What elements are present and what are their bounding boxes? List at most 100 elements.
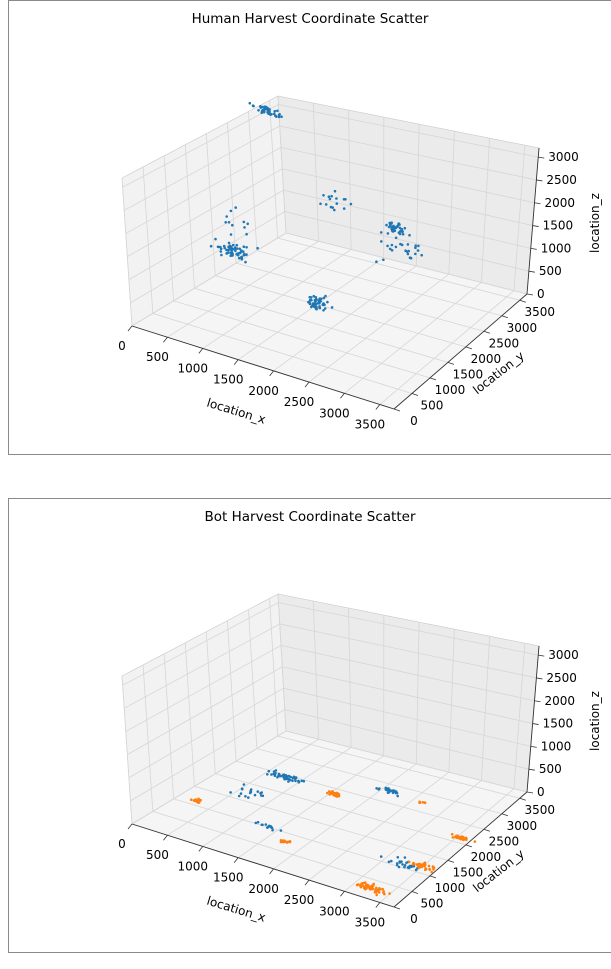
x-axis-line: [131, 325, 395, 410]
bot-point: [423, 801, 427, 804]
human-point: [310, 305, 313, 309]
human-point: [253, 793, 257, 797]
human-point: [342, 198, 346, 201]
bot-point: [424, 867, 428, 871]
human-point: [414, 246, 417, 250]
x-tick-label: 1500: [213, 373, 244, 387]
human-point: [277, 774, 280, 777]
x-tick-label: 500: [146, 848, 169, 862]
y-tick-label: 1500: [453, 865, 484, 879]
z-tick-mark: [526, 791, 534, 794]
human-point: [268, 108, 271, 111]
human-point: [392, 224, 395, 228]
z-tick-label: 1500: [543, 717, 574, 731]
human-point: [394, 236, 398, 240]
x-tick-label: 1500: [213, 871, 244, 885]
y-tick-mark: [429, 377, 437, 381]
bot-point: [407, 860, 411, 864]
y-tick-label: 2000: [471, 352, 502, 366]
z-tick-label: 3000: [548, 150, 579, 164]
bot-point: [430, 870, 434, 874]
human-point: [297, 781, 301, 784]
human-point: [390, 221, 394, 224]
human-scatter-panel: Human Harvest Coordinate Scatter 0 500 1000…: [8, 0, 611, 455]
human-point: [331, 206, 335, 209]
human-point: [256, 246, 259, 250]
bot-point: [336, 792, 340, 795]
human-point: [382, 258, 385, 262]
bot-point: [473, 840, 477, 843]
z-grid-line: [122, 104, 539, 188]
y-axis-line: [393, 791, 528, 908]
human-point: [333, 189, 337, 193]
bot-point: [375, 893, 379, 897]
human-point: [238, 251, 241, 255]
y-tick-mark: [483, 330, 490, 334]
bot-point: [197, 798, 200, 802]
human-point: [388, 247, 392, 251]
z-tick-mark: [528, 768, 535, 771]
bot-point: [428, 867, 431, 871]
z-tick-label: 500: [539, 762, 562, 776]
human-point: [262, 109, 266, 112]
human-point: [322, 309, 325, 312]
human-point: [238, 247, 241, 251]
z-tick-mark: [534, 202, 541, 205]
human-point: [252, 104, 255, 108]
human-point: [276, 109, 279, 113]
human-point: [308, 302, 312, 306]
human-point: [379, 855, 383, 858]
human-point: [310, 298, 313, 302]
human-point: [273, 109, 277, 113]
y-tick-label: 1000: [435, 881, 466, 895]
human-point: [398, 232, 402, 236]
human-point: [319, 202, 322, 206]
bot-point: [419, 864, 423, 867]
z-grid-line: [131, 232, 528, 327]
z-tick-mark: [538, 654, 545, 657]
human-point: [230, 245, 233, 248]
human-point: [395, 225, 399, 228]
x-tick-label: 2500: [284, 395, 315, 409]
y-tick-label: 3000: [507, 819, 538, 833]
human-point: [239, 250, 243, 253]
human-point: [279, 774, 283, 778]
human-point: [259, 792, 262, 795]
bot-point: [365, 884, 368, 887]
bot-point: [377, 891, 381, 894]
z-axis-line: [526, 645, 540, 793]
bot-point: [363, 881, 367, 884]
human-point: [228, 247, 231, 251]
human-point: [242, 250, 245, 253]
x-tick-label: 2000: [248, 882, 279, 896]
human-point: [233, 246, 237, 249]
human-point: [396, 856, 400, 859]
bot-point: [335, 795, 339, 798]
human-point: [342, 207, 346, 210]
x-tick-label: 2000: [248, 384, 279, 398]
y-tick-mark: [447, 859, 455, 863]
x-axis-line: [131, 823, 395, 908]
human-point: [240, 787, 244, 791]
x-tick-label: 0: [118, 837, 126, 851]
y-tick-mark: [465, 844, 473, 848]
human-point: [249, 790, 253, 794]
human-point: [417, 244, 420, 248]
bot-point: [360, 884, 364, 887]
human-point: [257, 109, 260, 112]
human-point: [291, 779, 294, 782]
human-point: [217, 245, 220, 249]
human-point: [243, 226, 246, 229]
bot-point: [427, 864, 431, 868]
z-grid-line: [127, 168, 533, 257]
z-tick-mark: [528, 270, 535, 273]
bot-point: [285, 840, 289, 844]
human-point: [239, 792, 243, 795]
bot-point: [330, 791, 333, 794]
human-point: [274, 769, 278, 772]
scatter-points: [209, 101, 424, 312]
human-point: [327, 195, 331, 198]
human-point: [403, 226, 407, 230]
human-point: [229, 233, 233, 236]
x-tick-mark: [375, 902, 381, 908]
